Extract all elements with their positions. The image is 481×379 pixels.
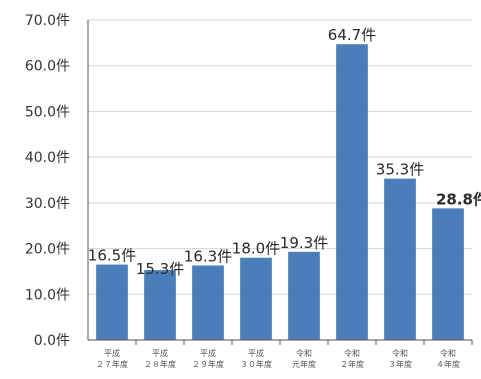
x-category-label: ３０年度 bbox=[240, 359, 272, 369]
data-label: 19.3件 bbox=[280, 234, 328, 252]
x-category-label: 令和 bbox=[392, 348, 408, 358]
bar bbox=[240, 257, 272, 340]
bar bbox=[432, 208, 464, 340]
x-category-label: ３年度 bbox=[388, 359, 412, 369]
bar bbox=[288, 251, 320, 340]
axes bbox=[87, 20, 473, 345]
y-tick-label: 70.0件 bbox=[25, 13, 70, 29]
y-tick-label: 60.0件 bbox=[25, 59, 70, 75]
data-label: 16.5件 bbox=[88, 247, 136, 265]
x-category-label: 平成 bbox=[200, 348, 216, 358]
x-category-label: ４年度 bbox=[436, 359, 460, 369]
x-axis-category-labels: 平成２７年度平成２８年度平成２９年度平成３０年度令和元年度令和２年度令和３年度令… bbox=[96, 348, 460, 369]
x-category-label: ２９年度 bbox=[192, 359, 224, 369]
x-category-label: 元年度 bbox=[292, 359, 316, 369]
bar bbox=[96, 264, 128, 340]
x-category-label: ２７年度 bbox=[96, 359, 128, 369]
bar bbox=[192, 265, 224, 340]
y-tick-label: 40.0件 bbox=[25, 150, 70, 166]
gridlines bbox=[88, 19, 472, 295]
x-category-label: ２年度 bbox=[340, 359, 364, 369]
data-label: 16.3件 bbox=[184, 247, 232, 265]
x-category-label: 平成 bbox=[248, 348, 264, 358]
data-label: 64.7件 bbox=[328, 26, 376, 44]
y-tick-label: 0.0件 bbox=[34, 333, 70, 349]
bar bbox=[144, 270, 176, 340]
data-label: 15.3件 bbox=[136, 260, 184, 278]
y-axis-tick-labels: 0.0件 10.0件 20.0件 30.0件 40.0件 50.0件 60.0件 70.0件 bbox=[25, 13, 70, 349]
bar bbox=[384, 178, 416, 340]
x-category-label: 令和 bbox=[296, 348, 312, 358]
x-category-label: 平成 bbox=[104, 348, 120, 358]
x-category-label: 平成 bbox=[152, 348, 168, 358]
data-label: 35.3件 bbox=[376, 161, 424, 179]
x-category-label: 令和 bbox=[440, 348, 456, 358]
y-tick-label: 50.0件 bbox=[25, 104, 70, 120]
x-category-label: ２８年度 bbox=[144, 359, 176, 369]
data-label: 28.8件 bbox=[436, 190, 481, 208]
bar bbox=[336, 44, 368, 340]
y-tick-label: 30.0件 bbox=[25, 196, 70, 212]
bars bbox=[96, 44, 464, 340]
data-label: 18.0件 bbox=[232, 240, 280, 258]
x-category-label: 令和 bbox=[344, 348, 360, 358]
y-tick-label: 10.0件 bbox=[25, 287, 70, 303]
y-tick-label: 20.0件 bbox=[25, 242, 70, 258]
